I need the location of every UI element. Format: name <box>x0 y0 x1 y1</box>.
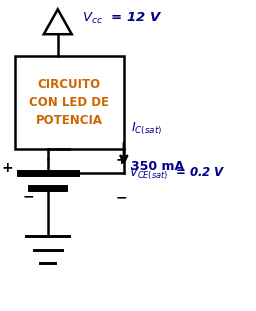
Text: $V_{CE(sat)}$  = 0.2 V: $V_{CE(sat)}$ = 0.2 V <box>129 166 225 182</box>
Text: −: − <box>23 189 34 203</box>
Text: CIRCUITO
CON LED DE
POTENCIA: CIRCUITO CON LED DE POTENCIA <box>29 78 109 127</box>
Text: $V_{cc}$  = 12 V: $V_{cc}$ = 12 V <box>82 11 163 26</box>
Text: −: − <box>115 190 127 205</box>
Text: 350 mA: 350 mA <box>132 160 185 173</box>
Text: +: + <box>115 153 127 167</box>
Text: +: + <box>1 161 13 175</box>
FancyBboxPatch shape <box>15 56 124 149</box>
Text: $I_{C(sat)}$: $I_{C(sat)}$ <box>132 120 163 137</box>
